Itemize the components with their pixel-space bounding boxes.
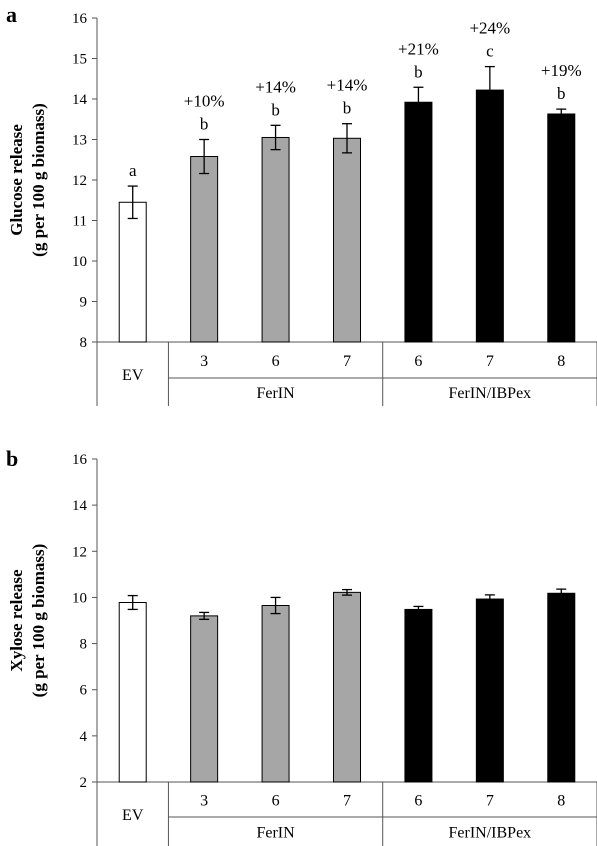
significance-letter: b bbox=[343, 99, 352, 118]
y-tick-label: 8 bbox=[80, 335, 88, 351]
group-label: FerIN bbox=[256, 385, 295, 402]
bar bbox=[333, 137, 361, 343]
category-label: 6 bbox=[272, 353, 280, 370]
bar bbox=[190, 615, 219, 783]
category-label: 7 bbox=[486, 793, 494, 810]
panel-label: b bbox=[6, 446, 18, 471]
bar bbox=[475, 598, 504, 783]
group-label: FerIN/IBPex bbox=[449, 385, 532, 402]
group-label: FerIN bbox=[256, 825, 295, 842]
y-tick-label: 14 bbox=[72, 498, 88, 514]
bar bbox=[404, 101, 433, 343]
percent-change-label: +21% bbox=[398, 39, 439, 58]
significance-letter: b bbox=[557, 84, 566, 103]
y-tick-label: 2 bbox=[80, 775, 88, 791]
significance-letter: b bbox=[271, 100, 280, 119]
category-label: 7 bbox=[343, 353, 351, 370]
y-tick-label: 10 bbox=[72, 590, 87, 606]
y-tick-label: 16 bbox=[72, 11, 88, 27]
category-label: 8 bbox=[557, 353, 565, 370]
y-tick-label: 4 bbox=[80, 729, 88, 745]
y-axis-title-line2: (g per 100 g biomass) bbox=[29, 544, 48, 698]
significance-letter: b bbox=[200, 115, 209, 134]
bar bbox=[547, 592, 576, 783]
y-tick-label: 13 bbox=[72, 133, 87, 149]
y-tick-label: 8 bbox=[80, 637, 88, 653]
significance-letter: a bbox=[129, 161, 137, 180]
percent-change-label: +24% bbox=[469, 19, 510, 38]
significance-letter: c bbox=[486, 42, 494, 61]
y-tick-label: 9 bbox=[80, 295, 88, 311]
group-label: EV bbox=[122, 367, 144, 384]
panel-label: a bbox=[6, 2, 17, 27]
category-label: 7 bbox=[343, 793, 351, 810]
bar bbox=[333, 591, 361, 783]
y-tick-label: 16 bbox=[72, 452, 88, 468]
percent-change-label: +19% bbox=[541, 61, 582, 80]
bar bbox=[475, 89, 504, 343]
category-label: 6 bbox=[414, 793, 422, 810]
category-label: 6 bbox=[272, 793, 280, 810]
bar bbox=[261, 136, 290, 343]
percent-change-label: +14% bbox=[255, 77, 296, 96]
y-tick-label: 12 bbox=[72, 173, 87, 189]
y-axis-title-line1: Xylose release bbox=[7, 569, 26, 672]
bar bbox=[547, 113, 576, 343]
bar bbox=[118, 201, 147, 343]
y-tick-label: 6 bbox=[80, 683, 88, 699]
percent-change-label: +10% bbox=[184, 92, 225, 111]
category-label: 6 bbox=[414, 353, 422, 370]
bar bbox=[261, 605, 290, 783]
category-label: 8 bbox=[557, 793, 565, 810]
y-axis-title-line2: (g per 100 g biomass) bbox=[29, 103, 48, 257]
significance-letter: b bbox=[414, 62, 423, 81]
percent-change-label: +14% bbox=[327, 76, 368, 95]
chart-panel-a: a Glucose release (g per 100 g biomass) 8 9 1… bbox=[6, 2, 597, 406]
y-axis-title-line1: Glucose release bbox=[7, 124, 26, 236]
category-label: 3 bbox=[200, 353, 208, 370]
group-label: EV bbox=[122, 807, 144, 824]
bar bbox=[118, 602, 147, 783]
chart-panel-b: b Xylose release (g per 100 g biomass) 2 4 6 8… bbox=[6, 446, 597, 846]
category-label: 7 bbox=[486, 353, 494, 370]
y-tick-label: 15 bbox=[72, 52, 87, 68]
bar bbox=[404, 608, 433, 783]
y-tick-label: 10 bbox=[72, 254, 87, 270]
y-tick-label: 11 bbox=[73, 214, 87, 230]
bar bbox=[190, 156, 219, 343]
group-label: FerIN/IBPex bbox=[449, 825, 532, 842]
y-tick-label: 14 bbox=[72, 92, 88, 108]
y-tick-label: 12 bbox=[72, 544, 87, 560]
category-label: 3 bbox=[200, 793, 208, 810]
